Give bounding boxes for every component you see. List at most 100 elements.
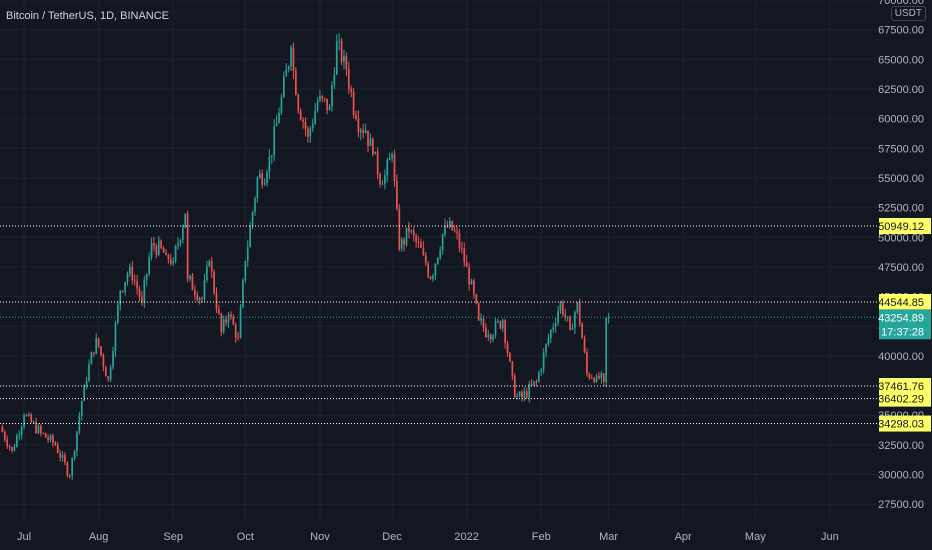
y-tick-label: 50000.00 <box>878 232 924 244</box>
candle-body <box>25 415 28 417</box>
candle-body <box>13 446 16 451</box>
candle-body <box>328 106 331 111</box>
candle <box>124 281 126 296</box>
candle-body <box>398 208 401 250</box>
candle-body <box>521 391 523 398</box>
candle <box>78 411 81 435</box>
candle <box>477 302 480 322</box>
current-price-label-bg <box>879 309 931 340</box>
candle-body <box>114 322 117 352</box>
candle-body <box>304 121 307 129</box>
candle-body <box>311 123 314 129</box>
candle-body <box>186 213 189 279</box>
candle-body <box>444 225 446 235</box>
candle-body <box>8 446 11 448</box>
level-label-bg[interactable] <box>879 390 931 407</box>
candle <box>451 220 454 232</box>
candle-body <box>184 213 187 228</box>
candle <box>314 103 316 125</box>
candle-body <box>196 294 199 300</box>
horizontal-levels[interactable] <box>0 225 878 425</box>
candle-body <box>434 263 437 276</box>
candle <box>391 151 393 163</box>
level-label-bg[interactable] <box>879 415 931 432</box>
candle <box>76 430 78 457</box>
x-tick-label: May <box>745 531 766 543</box>
candle-body <box>480 318 482 321</box>
candle <box>321 95 324 103</box>
candle <box>40 423 42 437</box>
candle <box>59 449 61 462</box>
x-tick-label: Apr <box>675 531 692 543</box>
candle-body <box>203 279 206 299</box>
candle <box>107 375 110 382</box>
candle-body <box>278 112 280 124</box>
price-axis[interactable]: 27500.0030000.0032500.0035000.0037500.00… <box>878 0 932 550</box>
level-label-bg[interactable] <box>879 378 931 395</box>
candle-body <box>578 302 581 324</box>
currency-badge[interactable]: USDT <box>890 6 926 21</box>
candle-body <box>586 352 588 374</box>
candle <box>403 237 405 252</box>
grid <box>0 0 878 522</box>
candle-body <box>321 95 324 99</box>
candle-body <box>290 47 292 67</box>
candle-body <box>109 367 112 380</box>
candle <box>155 243 158 259</box>
candle <box>350 85 353 98</box>
candle <box>186 210 189 283</box>
candle-body <box>35 422 37 434</box>
candle-body <box>117 305 119 323</box>
candle-body <box>475 294 478 304</box>
candle-body <box>256 177 259 199</box>
candle-body <box>429 276 432 279</box>
candle <box>424 252 427 267</box>
candle-body <box>246 247 249 261</box>
candle-body <box>189 275 191 279</box>
candle-body <box>523 391 526 398</box>
candle-body <box>458 233 461 249</box>
candle-body <box>222 319 225 333</box>
candle <box>133 274 136 286</box>
candle-body <box>30 414 33 423</box>
candle <box>244 260 247 283</box>
candle <box>18 430 21 441</box>
candle-body <box>530 384 533 386</box>
candle-body <box>468 266 470 285</box>
candle-body <box>335 41 338 75</box>
candle-body <box>350 88 353 92</box>
candle-body <box>107 376 110 380</box>
candle <box>213 269 215 296</box>
candle-body <box>227 314 230 323</box>
candle-body <box>131 266 134 281</box>
candle <box>104 365 107 377</box>
candle <box>465 254 468 267</box>
level-label-bg[interactable] <box>879 293 931 310</box>
candle <box>44 432 47 438</box>
candle <box>355 110 357 121</box>
x-tick-label: Aug <box>89 531 109 543</box>
time-axis[interactable]: Jul Aug Sep Oct Nov Dec 2022 Feb Mar Apr May Jun <box>0 522 878 550</box>
candle <box>458 228 461 253</box>
candle <box>194 285 196 301</box>
candle <box>398 204 401 252</box>
candle-body <box>588 373 591 378</box>
level-label-bg[interactable] <box>879 218 931 235</box>
candle-body <box>44 433 47 438</box>
candle-body <box>150 243 153 258</box>
candle <box>165 249 167 256</box>
candle-body <box>100 346 102 355</box>
candle <box>230 311 232 320</box>
candle-body <box>85 380 88 386</box>
candle-body <box>528 384 531 398</box>
candle-body <box>76 431 78 452</box>
candle-body <box>393 154 396 181</box>
candle <box>388 152 391 161</box>
candle-body <box>215 293 218 310</box>
candle <box>47 434 49 444</box>
candle <box>364 123 367 134</box>
x-tick-label: Nov <box>310 531 330 543</box>
candle <box>56 441 59 454</box>
